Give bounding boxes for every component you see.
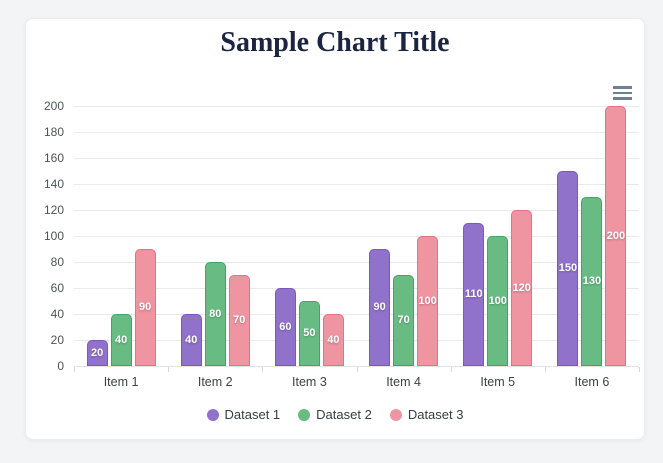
- y-tick-label: 60: [50, 281, 64, 295]
- bar-value-label: 50: [303, 327, 316, 339]
- x-tick-label: Item 5: [480, 375, 516, 389]
- bar-dataset-2[interactable]: 70: [393, 275, 415, 366]
- y-grid-line: [74, 106, 639, 107]
- bar-value-label: 40: [185, 333, 198, 346]
- legend-item-dataset-2[interactable]: Dataset 2: [298, 407, 372, 422]
- y-tick-label: 40: [50, 307, 64, 321]
- y-grid-line: [74, 184, 639, 185]
- bar-dataset-2[interactable]: 100: [487, 236, 509, 366]
- x-tick-label: Item 1: [103, 375, 139, 389]
- x-axis-tick: [639, 367, 640, 372]
- y-tick-label: 80: [50, 255, 64, 269]
- x-axis-tick: [356, 367, 358, 372]
- x-axis-tick: [74, 367, 75, 372]
- bar-value-label: 100: [488, 294, 507, 307]
- y-tick-label: 180: [43, 125, 64, 139]
- bar-dataset-2[interactable]: 130: [581, 197, 603, 366]
- y-tick-label: 160: [43, 151, 64, 165]
- bar-dataset-3[interactable]: 200: [605, 106, 627, 366]
- bar-dataset-1[interactable]: 150: [557, 171, 579, 366]
- bar-dataset-2[interactable]: 40: [110, 314, 132, 366]
- x-tick-label: Item 4: [386, 375, 421, 389]
- chart-menu-icon[interactable]: [608, 81, 636, 105]
- y-grid-line: [74, 340, 639, 341]
- bar-value-label: 90: [138, 301, 152, 313]
- y-tick-label: 200: [43, 99, 64, 113]
- bar-value-label: 150: [558, 262, 578, 274]
- bar-value-label: 110: [464, 288, 483, 300]
- bar-dataset-3[interactable]: 40: [322, 314, 344, 366]
- plot-area: 0 20 40 60 80 100 120 140 160 180 200 20 40 90 Item 1 4…: [26, 19, 644, 439]
- bar-value-label: 40: [114, 333, 128, 346]
- bar-dataset-2[interactable]: 80: [204, 262, 226, 366]
- y-tick-label: 100: [43, 229, 64, 243]
- bar-value-label: 70: [233, 314, 246, 326]
- menu-bar: [612, 86, 632, 89]
- bar-dataset-1[interactable]: 40: [180, 314, 202, 366]
- y-grid-line: [74, 314, 639, 315]
- bar-value-label: 200: [606, 229, 626, 242]
- y-grid-line: [74, 288, 639, 289]
- y-grid-line: [74, 262, 639, 263]
- x-axis-tick: [168, 367, 170, 372]
- chart-card: Sample Chart Title 0 20 40 60 80 100 120 140 160…: [25, 18, 645, 440]
- bar-value-label: 80: [209, 307, 222, 320]
- bar-value-label: 120: [512, 281, 531, 294]
- chart-legend: Dataset 1 Dataset 2 Dataset 3: [26, 407, 644, 422]
- bar-dataset-3[interactable]: 90: [134, 249, 156, 366]
- bar-value-label: 20: [90, 346, 104, 359]
- bar-value-label: 60: [279, 320, 292, 333]
- bar-dataset-3[interactable]: 120: [511, 210, 533, 366]
- y-grid-line: [74, 158, 639, 159]
- menu-bar: [612, 91, 632, 95]
- bar-value-label: 70: [397, 314, 410, 326]
- bar-value-label: 40: [327, 333, 340, 346]
- bar-value-label: 90: [373, 301, 386, 313]
- bar-dataset-2[interactable]: 50: [298, 301, 320, 366]
- y-tick-label: 140: [43, 177, 64, 191]
- legend-marker-icon: [206, 408, 219, 421]
- bar-dataset-3[interactable]: 100: [417, 236, 439, 366]
- y-tick-label: 0: [57, 359, 64, 373]
- legend-marker-icon: [389, 408, 402, 421]
- chart-title: Sample Chart Title: [220, 27, 450, 58]
- legend-label: Dataset 2: [316, 407, 372, 422]
- bar-value-label: 130: [582, 275, 602, 287]
- legend-label: Dataset 1: [224, 407, 281, 422]
- x-axis-tick: [262, 367, 264, 372]
- bar-dataset-1[interactable]: 90: [369, 249, 391, 366]
- bar-dataset-1[interactable]: 60: [274, 288, 296, 366]
- y-tick-label: 20: [50, 333, 64, 347]
- y-grid-line: [74, 210, 639, 211]
- legend-item-dataset-1[interactable]: Dataset 1: [206, 407, 281, 422]
- bar-dataset-3[interactable]: 70: [228, 275, 250, 366]
- bar-value-label: 100: [418, 294, 437, 307]
- y-grid-line: [74, 236, 639, 237]
- bar-dataset-1[interactable]: 20: [86, 340, 108, 366]
- legend-marker-icon: [298, 408, 311, 421]
- x-axis-line: [74, 366, 639, 367]
- x-tick-label: Item 6: [574, 375, 610, 389]
- x-axis-tick: [450, 367, 452, 372]
- legend-item-dataset-3[interactable]: Dataset 3: [389, 407, 464, 422]
- menu-bar: [612, 97, 632, 100]
- y-grid-line: [74, 132, 639, 133]
- x-tick-label: Item 3: [292, 375, 327, 389]
- y-tick-label: 120: [43, 203, 64, 217]
- legend-label: Dataset 3: [407, 407, 464, 422]
- x-tick-label: Item 2: [197, 375, 233, 389]
- bar-dataset-1[interactable]: 110: [463, 223, 485, 366]
- x-axis-tick: [544, 367, 546, 372]
